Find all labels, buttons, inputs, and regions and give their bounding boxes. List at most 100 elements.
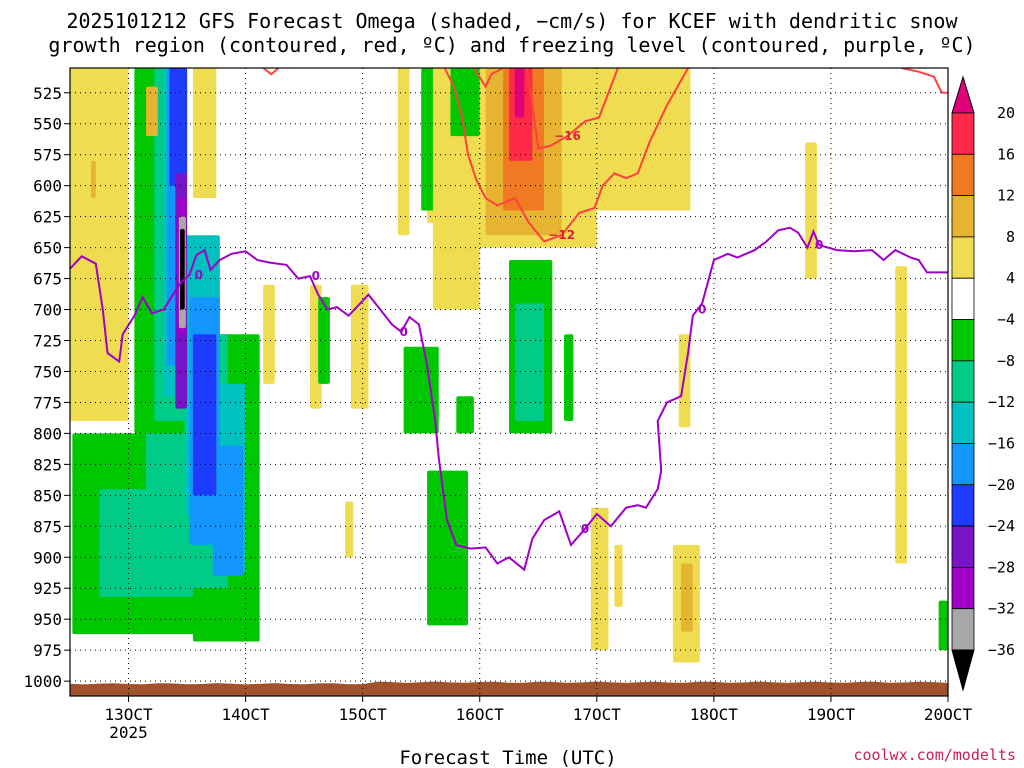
x-tick-label: 14OCT [222,705,271,724]
omega-region [350,284,369,409]
omega-region [681,563,693,632]
omega-region [895,266,908,564]
y-tick-label: 625 [33,208,62,227]
omega-region [345,501,354,558]
omega-region [192,334,217,496]
colorbar-swatch [951,401,975,444]
omega-region [421,68,436,211]
plot-frame [69,67,949,697]
x-tick-sublabel: 2025 [109,723,148,742]
freezing-level-label: 0 [815,238,823,252]
y-tick-label: 750 [33,362,62,381]
colorbar-swatch [951,525,975,568]
freezing-level-label: 0 [195,268,203,282]
y-tick-label: 550 [33,115,62,134]
colorbar-swatch [951,608,975,651]
omega-region [427,470,469,626]
omega-region [514,68,525,118]
x-tick-label: 15OCT [339,705,388,724]
freezing-level-label: 0 [312,269,320,283]
omega-region [91,160,96,199]
omega-region [192,68,217,199]
x-tick-label: 17OCT [573,705,622,724]
dgz-contour-line [443,68,689,243]
freezing-level-label: 0 [698,303,706,317]
y-tick-label: 675 [33,270,62,289]
colorbar-swatch [951,112,975,155]
omega-region [805,142,817,279]
y-tick-label: 700 [33,301,62,320]
y-tick-label: 825 [33,455,62,474]
x-tick-label: 19OCT [807,705,856,724]
colorbar-tick-label: 20 [997,104,1015,122]
y-tick-label: 650 [33,239,62,258]
colorbar-swatch [951,195,975,238]
credit-link[interactable]: coolwx.com/modelts [853,746,1016,764]
dgz-contour-label: −12 [548,228,575,242]
colorbar-tick-label: 16 [997,145,1015,163]
colorbar-swatch [951,236,975,279]
ground-terrain [70,681,948,696]
omega-shading [70,68,948,663]
omega-region [585,68,691,211]
colorbar-swatch [951,277,975,320]
colorbar-swatch [951,484,975,527]
omega-region [318,297,330,384]
omega-region [70,68,129,422]
omega-region [514,303,545,422]
omega-region [590,507,609,651]
colorbar-tick-label: −20 [988,476,1015,494]
omega-region [564,334,574,422]
colorbar-swatch [951,566,975,610]
y-tick-label: 775 [33,393,62,412]
ground-fill [70,681,948,696]
contours: −12 −16 0 0 0 0 0 0 [70,68,948,572]
colorbar-swatch [951,319,975,362]
y-tick-label: 950 [33,610,62,629]
colorbar-tick-label: 8 [1006,228,1015,246]
chart-title-line2: growth region (contoured, red, ºC) and f… [48,33,975,57]
colorbar-tick-label: −12 [988,393,1015,411]
colorbar-swatch [951,153,975,197]
y-tick-label: 575 [33,146,62,165]
dgz-contour-line [525,68,619,150]
colorbar-tick-label: −8 [997,352,1015,370]
chart-title-line1: 2025101212 GFS Forecast Omega (shaded, −… [66,9,958,33]
x-axis-label: Forecast Time (UTC) [399,747,616,768]
y-axis: 525 550 575 600 625 650 675 700 725 750 775 800 825 8… [23,84,70,691]
y-tick-label: 925 [33,579,62,598]
omega-region [212,445,244,576]
colorbar-tick-label: −24 [988,517,1015,535]
y-tick-label: 975 [33,641,62,660]
omega-region [450,68,480,137]
y-tick-label: 600 [33,177,62,196]
dgz-contour-line [473,68,504,89]
colorbar-tick-label: −36 [988,641,1015,659]
colorbar-swatch [951,360,975,403]
colorbar-bottom-arrow [951,649,975,692]
omega-region [938,600,948,651]
y-tick-label: 800 [33,424,62,443]
dgz-contour-label: −16 [554,129,581,143]
freezing-level-line [70,226,948,572]
x-tick-label: 20OCT [924,705,973,724]
y-tick-label: 850 [33,486,62,505]
omega-region [403,346,439,434]
colorbar-tick-label: −4 [997,311,1015,329]
colorbar-tick-label: 4 [1006,269,1015,287]
colorbar-tick-label: −32 [988,600,1015,618]
freezing-level-label: 0 [399,325,407,339]
dgz-contour-line [900,68,948,94]
y-tick-label: 875 [33,517,62,536]
x-tick-label: 16OCT [456,705,505,724]
colorbar-tick-label: −16 [988,434,1015,452]
freezing-level-label: 0 [581,522,589,536]
colorbar-tick-label: −28 [988,558,1015,576]
omega-region [146,86,158,137]
x-tick-label: 13OCT [104,705,153,724]
y-tick-label: 525 [33,84,62,103]
y-tick-label: 725 [33,332,62,351]
colorbar-tick-label: 12 [997,187,1015,205]
